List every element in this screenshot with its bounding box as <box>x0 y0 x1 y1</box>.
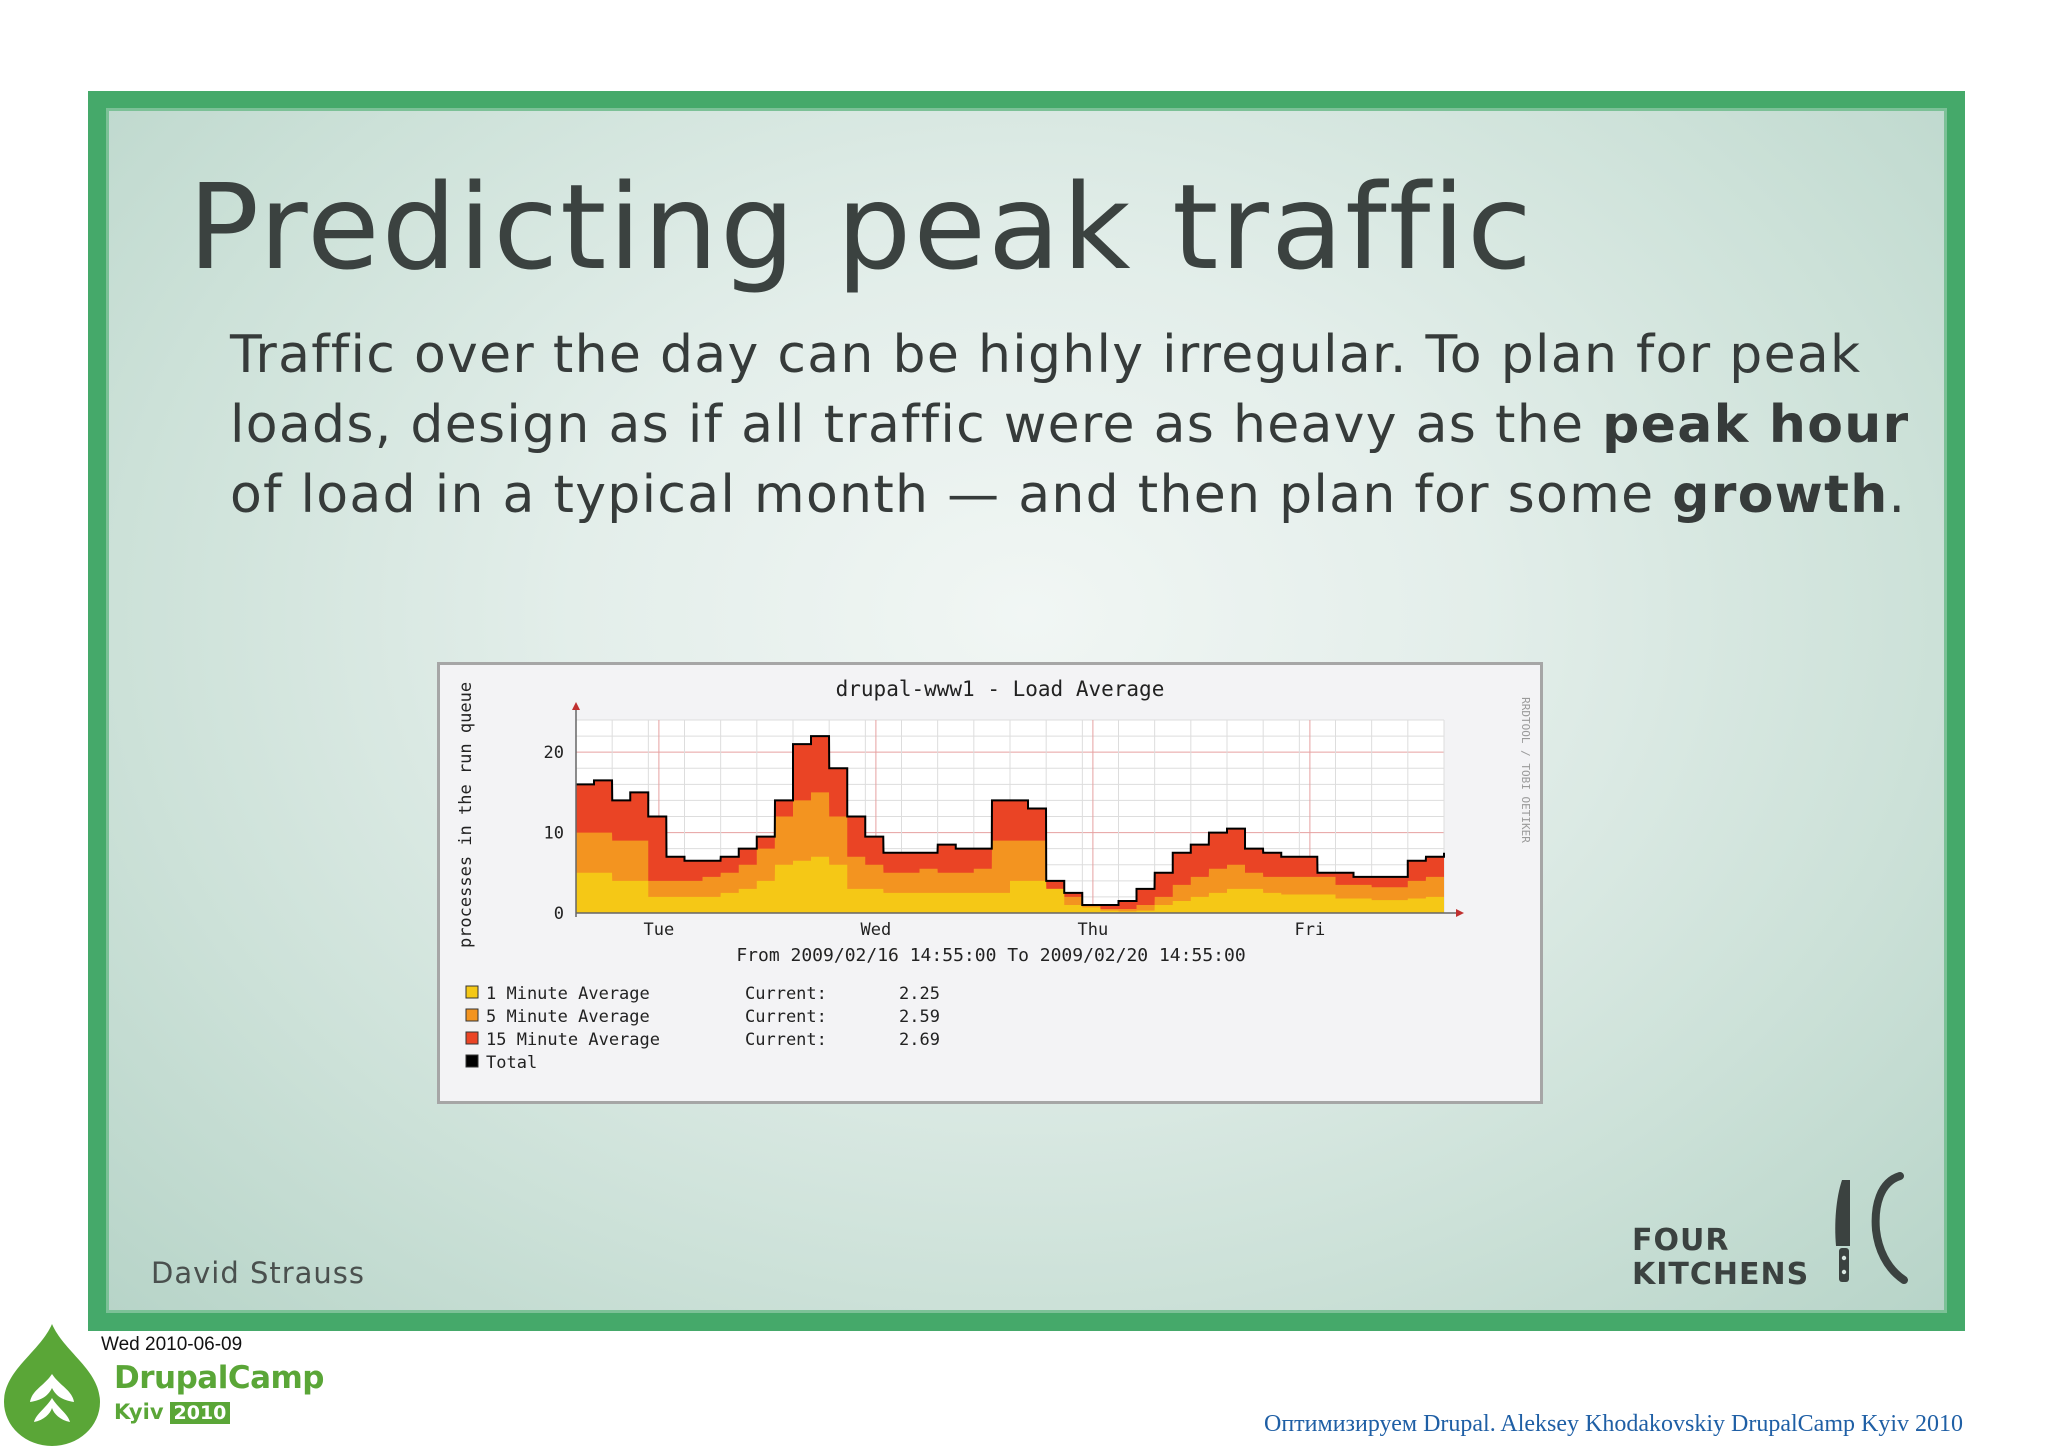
legend-current-label: Current: <box>745 1030 827 1050</box>
y-axis-arrow-icon <box>572 702 580 710</box>
body-text-part: . <box>1888 465 1907 525</box>
legend-current-value: 2.69 <box>899 1030 940 1050</box>
drupal-drop-icon <box>4 1324 100 1446</box>
footer-credit: Оптимизируем Drupal. Aleksey Khodakovski… <box>1264 1411 1963 1437</box>
slide-title: Predicting peak traffic <box>188 158 1534 296</box>
body-emphasis-peak-hour: peak hour <box>1602 395 1910 455</box>
knife-k-icon <box>1835 1172 1908 1284</box>
author-name: David Strauss <box>151 1256 366 1290</box>
legend-series-name: 5 Minute Average <box>486 1007 650 1027</box>
chart-x-tick-label: Tue <box>644 920 675 940</box>
chart-y-axis-label: processes in the run queue <box>456 682 476 948</box>
logo-line: FOUR <box>1632 1223 1730 1258</box>
body-text-part: of load in a typical month — and then pl… <box>230 465 1673 525</box>
legend-current-label: Current: <box>745 984 827 1004</box>
chart-x-tick-label: Thu <box>1078 920 1109 940</box>
chart-title: drupal-www1 - Load Average <box>836 677 1165 701</box>
chart-x-tick-label: Wed <box>861 920 892 940</box>
load-average-chart: 0 10 20 Tue Wed Thu Fri drupal-www1 - Load Ave… <box>437 662 1543 1104</box>
four-kitchens-wordmark: FOUR KITCHENS <box>1632 1224 1809 1292</box>
body-text-part: Traffic over the day can be highly irreg… <box>230 325 1862 455</box>
legend-series-name: 1 Minute Average <box>486 984 650 1004</box>
slide-frame: Predicting peak traffic Traffic over the… <box>88 91 1965 1331</box>
chart-legend: 1 Minute Average Current: 2.25 5 Minute Ave… <box>465 984 940 1073</box>
chart-axes: 0 10 20 Tue Wed Thu Fri <box>544 702 1464 940</box>
four-kitchens-logo: FOUR KITCHENS <box>1632 1168 1932 1298</box>
legend-current-label: Current: <box>745 1007 827 1027</box>
event-city: Kyiv <box>114 1400 164 1424</box>
slide-body-text: Traffic over the day can be highly irreg… <box>230 320 1950 530</box>
chart-total-line <box>576 735 1445 906</box>
logo-line: KITCHENS <box>1632 1257 1810 1292</box>
event-year: 2010 <box>169 1402 231 1424</box>
legend-swatch <box>465 1054 479 1068</box>
legend-swatch <box>465 985 479 999</box>
x-axis-arrow-icon <box>1456 909 1464 917</box>
chart-x-tick-label: Fri <box>1295 920 1326 940</box>
chart-y-tick-label: 10 <box>544 824 564 844</box>
chart-watermark-label: RRDTOOL / TOBI OETIKER <box>1519 697 1532 843</box>
legend-current-value: 2.59 <box>899 1007 940 1027</box>
legend-swatch <box>465 1031 479 1045</box>
chart-y-tick-label: 20 <box>544 743 564 763</box>
chart-series-area <box>576 856 1444 913</box>
legend-current-value: 2.25 <box>899 984 940 1004</box>
chart-areas <box>576 735 1445 913</box>
chart-y-tick-label: 0 <box>554 904 564 924</box>
legend-series-name: 15 Minute Average <box>486 1030 660 1050</box>
legend-swatch <box>465 1008 479 1022</box>
drupalcamp-logo-city: Kyiv 2010 <box>114 1400 231 1424</box>
slide-content: Predicting peak traffic Traffic over the… <box>106 108 1947 1313</box>
legend-series-name: Total <box>486 1053 537 1073</box>
body-emphasis-growth: growth <box>1672 465 1889 525</box>
drupalcamp-logo-text: DrupalCamp <box>114 1360 325 1396</box>
chart-date-range: From 2009/02/16 14:55:00 To 2009/02/20 1… <box>736 945 1245 966</box>
footer-date: Wed 2010-06-09 <box>101 1334 243 1355</box>
chart-canvas: 0 10 20 Tue Wed Thu Fri drupal-www1 - Load Ave… <box>456 677 1532 1073</box>
